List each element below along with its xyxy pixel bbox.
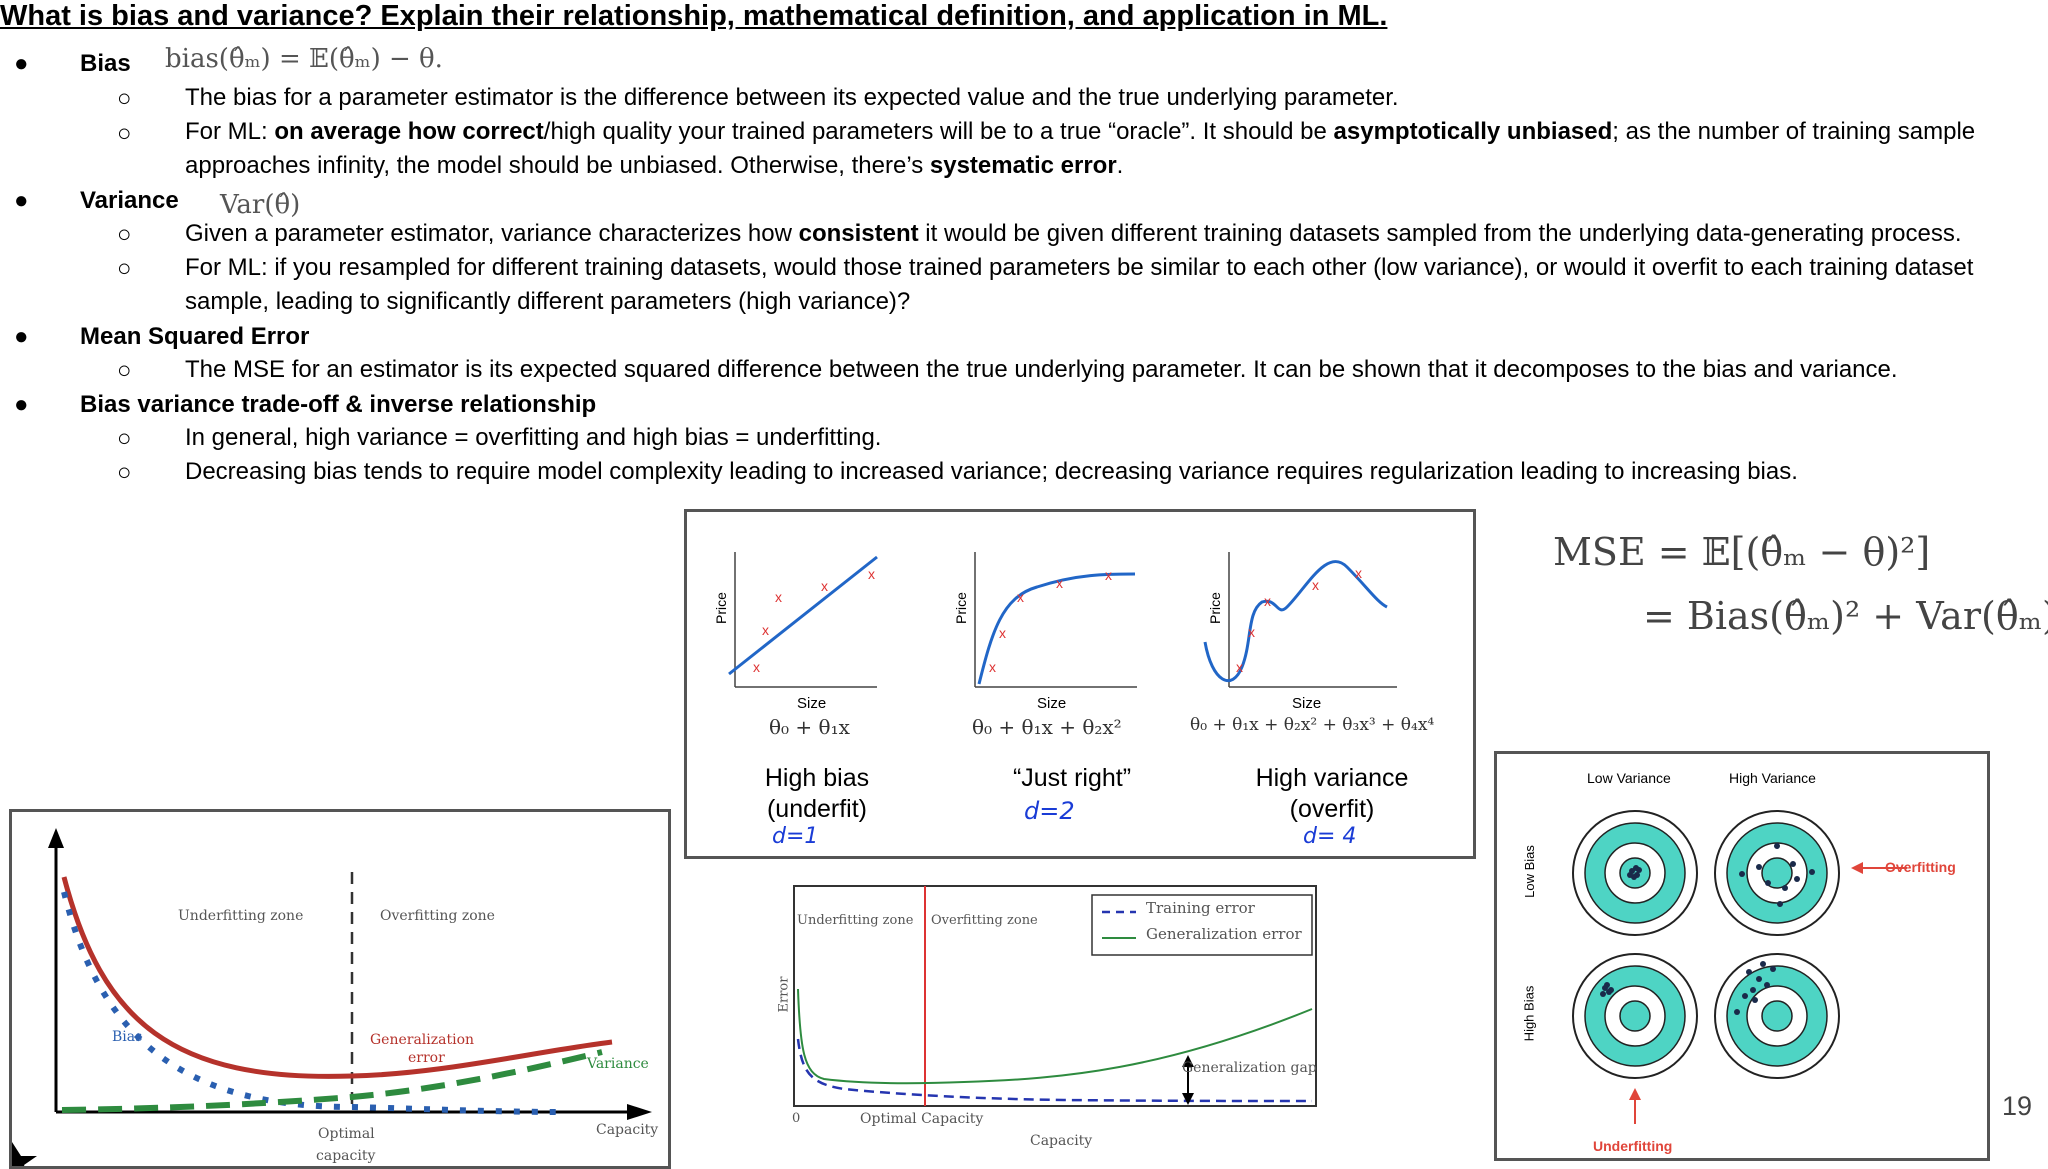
sub-bullet: ○ xyxy=(117,221,132,248)
low-bias-label: Low Bias xyxy=(1521,845,1537,898)
bullet-dot: ● xyxy=(14,50,29,77)
capacity-error-svg xyxy=(793,885,1317,1107)
zero-tick-label: 0 xyxy=(792,1111,801,1126)
page-number: 19 xyxy=(2002,1091,2033,1121)
panel-underfit: x x x x x xyxy=(728,552,878,688)
overfitting-zone-label: Overfitting zone xyxy=(380,908,495,924)
fit-comparison-figure: x x x x x x x x x x x x x x x Pric xyxy=(684,509,1476,859)
capacity-error-chart: Underfitting zone Overfitting zone Train… xyxy=(684,869,1334,1149)
svg-text:x: x xyxy=(1105,567,1112,583)
svg-text:x: x xyxy=(762,622,769,638)
fit-curves-svg: x x x x x x x x x x x x x x x xyxy=(728,552,1397,688)
price-axis-label: Price xyxy=(952,592,969,624)
svg-text:x: x xyxy=(753,659,760,675)
bias-variance-svg xyxy=(12,828,652,1166)
panel-title: High variance xyxy=(1255,764,1409,792)
svg-text:x: x xyxy=(989,659,996,675)
tradeoff-item-1: In general, high variance = overfitting … xyxy=(185,424,882,451)
slide-title: What is bias and variance? Explain their… xyxy=(0,0,1388,32)
underfitting-zone-label: Underfitting zone xyxy=(178,908,304,924)
svg-text:x: x xyxy=(868,566,875,582)
svg-text:x: x xyxy=(821,578,828,594)
panel-just-right: x x x x x xyxy=(974,552,1137,688)
legend-generalization-error: Generalization error xyxy=(1146,925,1302,943)
panel-overfit: x x x x x xyxy=(1203,552,1397,688)
bias-item-2: For ML: on average how correct/high qual… xyxy=(185,118,1976,179)
sub-bullet: ○ xyxy=(117,357,132,384)
sub-bullet: ○ xyxy=(117,425,132,452)
fit-equation: θ₀ + θ₁x + θ₂x² + θ₃x³ + θ₄x⁴ xyxy=(1190,715,1435,735)
panel-subtitle: (underfit) xyxy=(766,795,868,823)
variance-curve-label: Variance xyxy=(587,1056,649,1072)
bias-curve-label: Bias xyxy=(112,1029,143,1045)
overfitting-label: Overfitting xyxy=(1885,859,1956,875)
sub-bullet: ○ xyxy=(117,85,132,112)
generalization-curve-label: Generalization xyxy=(370,1032,475,1048)
capacity-axis-label: Capacity xyxy=(596,1122,659,1138)
generalization-gap-label: Generalization gap xyxy=(1182,1060,1317,1076)
panel-subtitle: (overfit) xyxy=(1289,795,1375,823)
variance-item-1: Given a parameter estimator, variance ch… xyxy=(185,220,1962,247)
mse-line-2: = Bias(θ̂ₘ)² + Var(θ̂ₘ) xyxy=(1643,594,2048,638)
mse-line-1: MSE = 𝔼[(θ̂ₘ − θ)²] xyxy=(1553,530,1931,574)
bias-item-1: The bias for a parameter estimator is th… xyxy=(185,84,1399,111)
svg-text:x: x xyxy=(1312,577,1319,593)
tradeoff-item-2: Decreasing bias tends to require model c… xyxy=(185,458,1798,485)
variance-formula: Var(θ̂) xyxy=(220,190,301,220)
bias-variance-curve-figure: Underfitting zone Overfitting zone Bias … xyxy=(9,809,671,1169)
handwritten-degree: d= 4 xyxy=(1303,824,1357,849)
fit-equation: θ₀ + θ₁x + θ₂x² xyxy=(972,715,1122,739)
fit-equation: θ₀ + θ₁x xyxy=(769,715,850,739)
bullet-dot: ● xyxy=(14,323,29,350)
panel-title: “Just right” xyxy=(1012,764,1132,792)
svg-text:x: x xyxy=(1236,659,1243,675)
error-axis-label: Error xyxy=(776,976,792,1013)
handwritten-degree: d=1 xyxy=(772,824,819,849)
bullet-dot: ● xyxy=(14,391,29,418)
optimal-capacity-label: Optimal Capacity xyxy=(860,1111,984,1127)
low-variance-header: Low Variance xyxy=(1587,770,1671,786)
size-axis-label: Size xyxy=(1037,695,1067,712)
high-variance-header: High Variance xyxy=(1729,770,1816,786)
variance-item-2: For ML: if you resampled for different t… xyxy=(185,254,1974,315)
svg-text:x: x xyxy=(1248,624,1255,640)
underfitting-zone-label: Underfitting zone xyxy=(797,913,914,928)
section-label-variance: Variance xyxy=(80,187,179,214)
sub-bullet: ○ xyxy=(117,120,132,147)
underfitting-label: Underfitting xyxy=(1593,1138,1673,1154)
bias-variance-targets-figure: Low Variance High Variance Low Bias High… xyxy=(1494,751,1990,1161)
overfitting-zone-label: Overfitting zone xyxy=(931,913,1038,928)
handwritten-degree: d=2 xyxy=(1024,797,1075,825)
section-label-bias: Bias xyxy=(80,50,131,77)
svg-text:x: x xyxy=(775,589,782,605)
mse-item-1: The MSE for an estimator is its expected… xyxy=(185,356,1898,383)
price-axis-label: Price xyxy=(712,592,729,624)
price-axis-label: Price xyxy=(1206,592,1223,624)
size-axis-label: Size xyxy=(1292,695,1322,712)
section-label-mse: Mean Squared Error xyxy=(80,323,310,350)
svg-text:x: x xyxy=(1017,589,1024,605)
bullet-dot: ● xyxy=(14,187,29,214)
legend-training-error: Training error xyxy=(1146,899,1255,917)
sub-bullet: ○ xyxy=(117,255,132,282)
panel-title: High bias xyxy=(764,764,870,792)
high-bias-label: High Bias xyxy=(1521,985,1537,1042)
capacity-axis-label: Capacity xyxy=(1030,1133,1093,1149)
targets-svg xyxy=(1572,810,1907,1124)
error-curve-label: error xyxy=(408,1050,445,1066)
section-label-tradeoff: Bias variance trade-off & inverse relati… xyxy=(80,391,597,418)
size-axis-label: Size xyxy=(797,695,827,712)
optimal-label: Optimal xyxy=(318,1126,375,1142)
svg-text:x: x xyxy=(1355,565,1362,581)
svg-text:x: x xyxy=(1056,575,1063,591)
bias-formula: bias(θ̂ₘ) = 𝔼(θ̂ₘ) − θ. xyxy=(165,44,443,74)
svg-text:x: x xyxy=(999,625,1006,641)
optimal-capacity-label: capacity xyxy=(316,1148,376,1164)
svg-text:x: x xyxy=(1264,593,1271,609)
sub-bullet: ○ xyxy=(117,459,132,486)
